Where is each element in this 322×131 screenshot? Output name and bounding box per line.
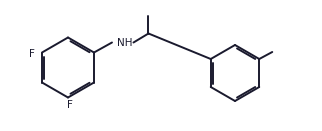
Text: F: F (29, 48, 35, 59)
Text: F: F (67, 100, 73, 110)
Text: NH: NH (117, 37, 133, 48)
